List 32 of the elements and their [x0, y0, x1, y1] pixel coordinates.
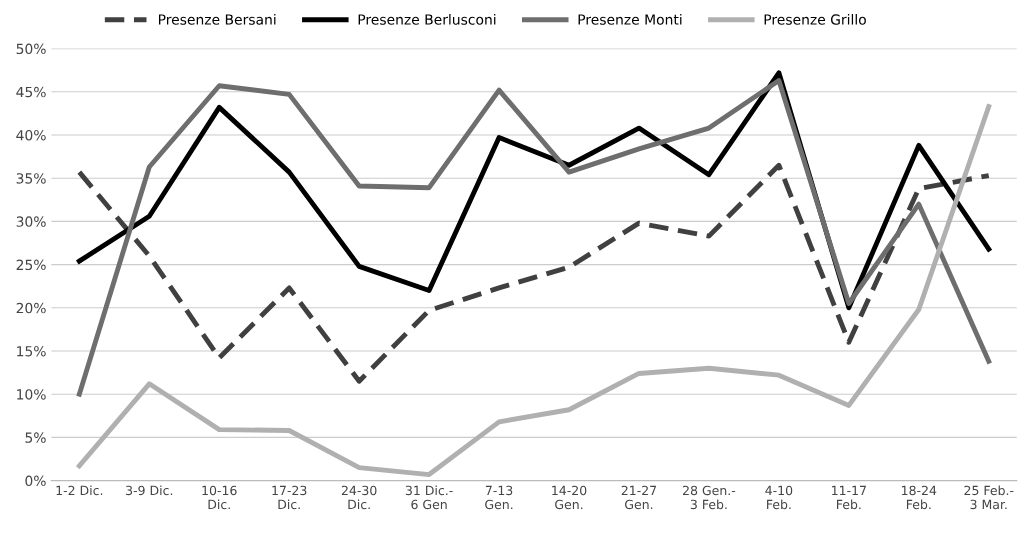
line-series	[76, 104, 992, 477]
x-tick-label: 28 Gen.- 3 Feb.	[683, 485, 736, 510]
legend-label: Presenze Berlusconi	[358, 14, 496, 25]
x-tick-label: 10-16 Dic.	[202, 485, 237, 510]
x-tick-label: 21-27 Gen.	[621, 485, 657, 510]
legend-label: Presenze Grillo	[764, 14, 866, 25]
y-tick-label: 40%	[16, 129, 46, 141]
x-tick-label: 17-23 Dic.	[272, 485, 307, 510]
y-tick-label: 45%	[16, 86, 46, 98]
y-tick-label: 15%	[17, 345, 46, 357]
y-tick-label: 30%	[16, 216, 46, 227]
y-tick-label: 20%	[16, 302, 46, 314]
line-series	[76, 162, 992, 384]
x-tick-label: 24-30 Dic.	[341, 485, 377, 510]
y-tick-label: 5%	[25, 432, 46, 443]
y-tick-label: 25%	[16, 259, 46, 271]
x-tick-label: 11-17 Feb.	[832, 485, 866, 510]
legend-label: Presenze Bersani	[158, 14, 276, 25]
y-tick-label: 10%	[17, 389, 46, 400]
x-tick-label: 3-9 Dic.	[126, 485, 173, 496]
x-tick-label: 4-10 Feb.	[765, 485, 793, 510]
y-tick-label: 0%	[25, 475, 46, 487]
x-tick-label: 31 Dic.- 6 Gen	[405, 485, 453, 510]
y-tick-label: 35%	[16, 173, 46, 184]
line-series	[76, 78, 992, 397]
x-tick-label: 14-20 Gen.	[552, 485, 587, 510]
x-tick-label: 7-13 Gen.	[485, 485, 513, 510]
x-tick-label: 25 Feb.- 3 Mar.	[964, 485, 1014, 510]
x-tick-label: 18-24 Feb.	[902, 485, 937, 510]
legend-label: Presenze Monti	[578, 14, 682, 25]
x-tick-label: 1-2 Dic.	[56, 485, 103, 496]
y-tick-label: 50%	[16, 43, 46, 55]
